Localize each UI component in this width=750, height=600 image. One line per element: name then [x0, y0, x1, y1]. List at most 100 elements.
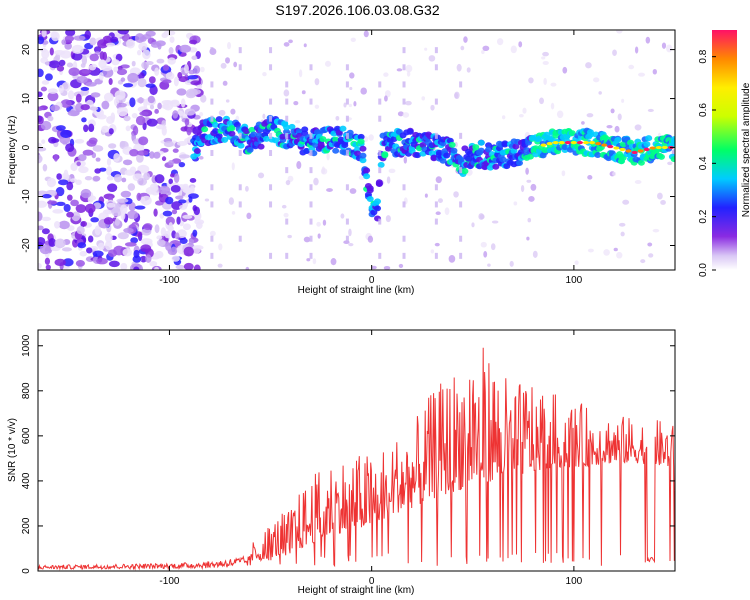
spectrogram-cell [154, 67, 160, 77]
spectrogram-cell [38, 147, 47, 152]
spectrogram-cell [86, 139, 97, 147]
spectrogram-cell [526, 236, 530, 241]
spectrogram-cell [622, 199, 630, 205]
spectrogram-ridge-cell [279, 133, 287, 140]
spectrogram-cell [104, 232, 113, 243]
spectrogram-cell [69, 178, 78, 183]
spectrogram-cell [406, 71, 411, 77]
spectrogram-cell [113, 66, 119, 73]
spectrogram-cell [153, 151, 161, 159]
spectrogram-cell [49, 47, 54, 56]
spectrogram-cell [133, 266, 140, 270]
spectrogram-ridge-cell [450, 147, 458, 154]
spectrogram-cell [116, 68, 128, 76]
spectrogram-ridge-cell [370, 209, 378, 216]
spectrogram-streak [459, 201, 463, 208]
spectrogram-cell [314, 78, 320, 86]
spectrogram-cell [172, 110, 179, 119]
spectrogram-cell [303, 236, 311, 243]
spectrogram-cell [76, 75, 88, 84]
spectrogram-cell [113, 174, 122, 183]
spectrogram-cell [303, 43, 307, 48]
spectrogram-cell [510, 45, 517, 54]
spectrogram-ridge-cell [332, 136, 340, 143]
spectrogram-cell [132, 125, 139, 136]
spectrogram-streak [310, 270, 313, 276]
spectrogram-ridge-cell [477, 147, 485, 154]
spectrogram-ridge-cell [288, 123, 296, 130]
spectrogram-cell [108, 260, 120, 268]
spectrogram-cell [58, 84, 65, 94]
spectrogram-ridge-cell [319, 136, 327, 143]
spectrogram-peak-cell [607, 144, 614, 149]
spectrogram-cell [89, 53, 99, 62]
spectrogram-cell [647, 242, 653, 247]
spectrogram-cell [89, 106, 99, 111]
spectrogram-cell [487, 263, 491, 267]
spectrogram-ridge-cell [430, 155, 438, 162]
spectrogram-cell [287, 234, 292, 239]
spectrogram-cell [220, 62, 227, 69]
spectrogram-cell [75, 204, 87, 213]
spectrogram-ridge-cell [332, 147, 340, 154]
spectrogram-cell [606, 125, 613, 129]
spectrogram-cell [122, 159, 133, 166]
spectrogram-cell [88, 123, 95, 133]
colorbar-tick-label: 0.4 [698, 156, 709, 170]
spectrogram-cell [183, 262, 194, 270]
spectrogram-cell [137, 77, 147, 88]
spectrogram-cell [77, 242, 87, 249]
spectrogram-cell [76, 226, 85, 235]
spectrogram-ridge-cell [515, 160, 523, 167]
spectrogram-streak [285, 270, 288, 276]
spectrogram-ridge-cell [303, 147, 311, 154]
spectrogram-streak [238, 150, 242, 156]
spectrogram-cell [652, 228, 660, 233]
spectrogram-cell [385, 215, 391, 223]
spectrogram-cell [383, 265, 391, 270]
spectrogram-cell [120, 190, 132, 198]
colorbar: 0.0 0.2 0.4 0.6 0.8 Normalized spectral ampl… [698, 30, 750, 277]
spectrogram-cell [530, 183, 537, 191]
spectrogram-streak [402, 81, 406, 88]
spectrogram-streak [238, 235, 242, 242]
spectrogram-cell [47, 115, 54, 122]
spectrogram-streak [269, 252, 273, 259]
spectrogram-cell [108, 143, 117, 149]
spectrogram-streak [269, 132, 273, 139]
spectrogram-cell [188, 69, 196, 75]
spectrogram-cell [527, 217, 532, 223]
spectrogram-streak [345, 115, 349, 122]
spectrogram-cell [123, 115, 131, 122]
spectrogram-cell [360, 87, 367, 95]
spectrogram-streak [285, 252, 289, 259]
spectrogram-cell [262, 71, 267, 77]
spectrogram-cell [127, 183, 136, 191]
spectrogram-cell [647, 108, 654, 113]
spectrogram-cell [437, 198, 443, 203]
spectrogram-cell [562, 66, 568, 74]
spectrogram-cell [125, 125, 131, 132]
spectrogram-cell [638, 72, 646, 77]
spectrogram-ridge-cell [594, 152, 602, 159]
spectrogram-cell [149, 151, 155, 159]
spectrogram-cell [177, 72, 183, 79]
spectrogram-peak-cell [552, 141, 559, 145]
spectrogram-cell [110, 112, 116, 122]
spectrogram-cell [161, 32, 168, 39]
spectrogram-cell [106, 166, 113, 176]
spectrogram-cell [168, 222, 173, 231]
spectrogram-streak [269, 184, 273, 191]
spectrogram-streak [210, 98, 214, 105]
spectrogram-cell [168, 159, 175, 166]
spectrogram-cell [184, 63, 189, 74]
spectrogram-cell [349, 188, 357, 194]
spectrogram-cell [460, 45, 465, 51]
spectrogram-cell [428, 55, 436, 62]
spectrogram-cell [127, 72, 139, 83]
spectrogram-cell [189, 185, 195, 194]
spectrogram-cell [528, 77, 534, 84]
spectrogram-cell [231, 210, 236, 215]
spectrogram-cell [78, 166, 89, 174]
spectrogram-cell [142, 49, 151, 60]
